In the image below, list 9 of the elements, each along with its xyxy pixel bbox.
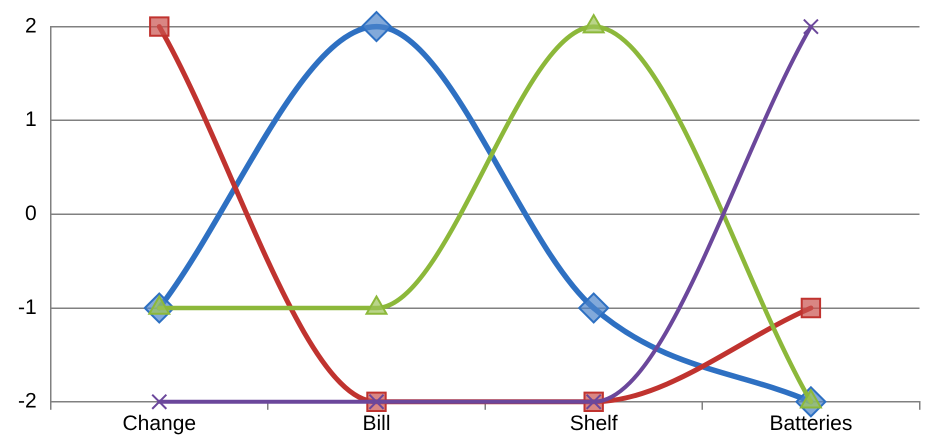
x-tick-label: Batteries <box>769 412 852 436</box>
x-tick-label: Bill <box>362 412 390 436</box>
y-tick-label: 2 <box>24 14 37 38</box>
x-tick-label: Change <box>122 412 196 436</box>
y-tick-label: -2 <box>18 390 37 413</box>
x-tick-label: Shelf <box>570 412 618 436</box>
y-tick-label: 0 <box>24 202 37 225</box>
y-tick-label: 1 <box>24 108 37 132</box>
y-tick-label: -1 <box>18 296 37 319</box>
